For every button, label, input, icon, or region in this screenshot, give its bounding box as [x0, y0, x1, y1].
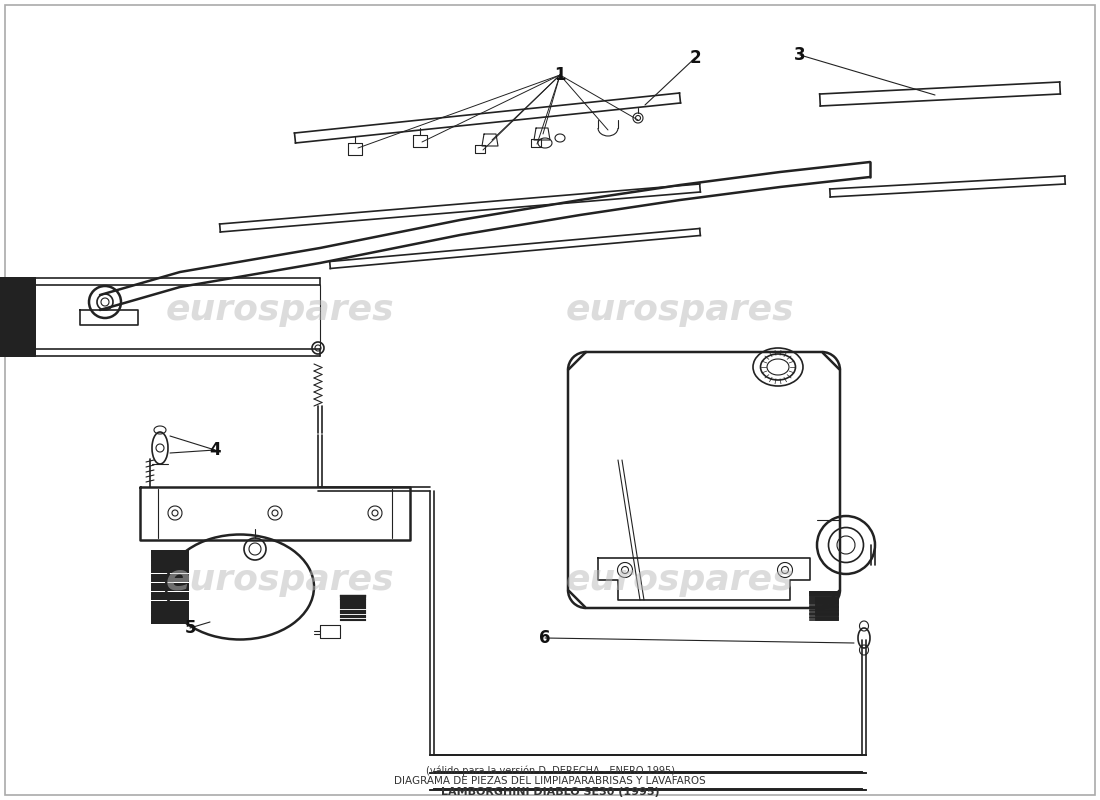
Text: 3: 3 — [794, 46, 806, 64]
Text: LAMBORGHINI DIABLO SE30 (1995): LAMBORGHINI DIABLO SE30 (1995) — [441, 787, 659, 797]
Text: eurospares: eurospares — [565, 563, 794, 597]
Text: 2: 2 — [690, 49, 701, 67]
Text: DIAGRAMA DE PIEZAS DEL LIMPIAPARABRISAS Y LAVAFAROS: DIAGRAMA DE PIEZAS DEL LIMPIAPARABRISAS … — [394, 776, 706, 786]
Text: 4: 4 — [209, 441, 221, 459]
Text: (válido para la versión D. DERECHA - ENERO 1995): (válido para la versión D. DERECHA - ENE… — [426, 766, 674, 776]
Text: 1: 1 — [554, 66, 565, 84]
Text: eurospares: eurospares — [166, 293, 394, 327]
Text: 5: 5 — [185, 619, 196, 637]
Text: eurospares: eurospares — [565, 293, 794, 327]
Text: 6: 6 — [539, 629, 551, 647]
Text: eurospares: eurospares — [166, 563, 394, 597]
